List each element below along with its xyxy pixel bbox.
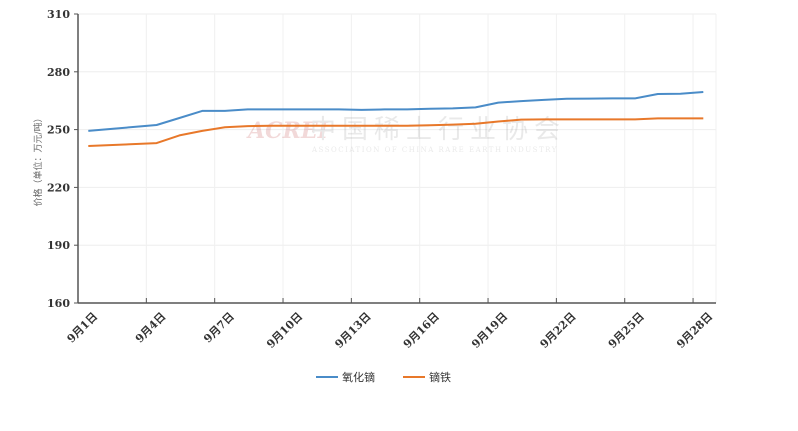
legend-label: 镝铁 [429,370,451,384]
x-tick-label: 9月10日 [264,310,305,351]
y-axis-label: 价格（单位：万元/吨） [32,113,44,206]
legend: 氧化镝 镝铁 [316,370,451,384]
x-tick-label: 9月1日 [65,310,101,346]
y-tick-label: 220 [47,181,70,194]
series-line-1 [88,91,704,132]
series-line-2 [88,117,704,147]
y-tick-label: 160 [47,297,70,310]
y-tick-label: 310 [47,8,70,21]
x-tick-label: 9月13日 [332,310,373,351]
legend-label: 氧化镝 [342,370,375,384]
x-tick-label: 9月4日 [133,310,169,346]
watermark: ACREI 中国稀土行业协会 ASSOCIATION OF CHINA RARE… [246,115,560,154]
x-tick-label: 9月19日 [469,310,510,351]
x-tick-label: 9月16日 [401,310,442,351]
x-tick-label: 9月7日 [201,310,237,346]
watermark-english: ASSOCIATION OF CHINA RARE EARTH INDUSTRY [311,146,558,154]
y-tick-label: 280 [47,66,70,79]
x-tick-label: 9月22日 [538,310,579,351]
x-tick-label: 9月25日 [606,310,647,351]
axes: 160 190 220 250 280 310 9月1日 9月4日 9月7日 9月10日 9月13日… [47,8,716,351]
y-tick-label: 250 [47,124,70,137]
x-tick-label: 9月28日 [674,310,715,351]
y-tick-label: 190 [47,239,70,252]
grid [77,13,717,304]
series-lines [88,91,704,147]
watermark-logo: ACREI [246,118,329,144]
